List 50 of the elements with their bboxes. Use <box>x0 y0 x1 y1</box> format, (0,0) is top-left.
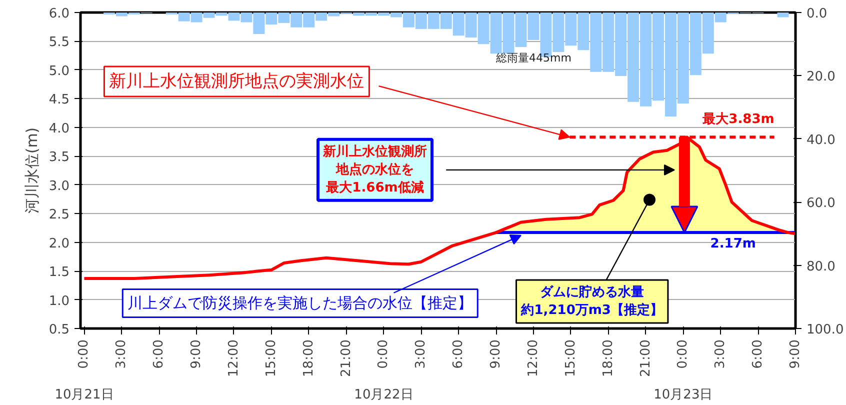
y-tick-label: 2.0 <box>48 236 70 252</box>
x-tick-label: 6:00 <box>451 339 466 369</box>
x-tick-label: 9:00 <box>189 339 204 369</box>
y-tick-label: 5.5 <box>48 35 70 50</box>
y2-tick-label: 20.0 <box>806 70 836 85</box>
y-tick-label: 4.5 <box>48 92 70 108</box>
x-tick-label: 3:00 <box>414 339 429 369</box>
annotation: 最大3.83m <box>702 112 774 127</box>
text: 10月23日 <box>654 388 713 402</box>
x-tick-label: 3:00 <box>713 339 728 369</box>
y2-tick-label: 100.0 <box>806 322 844 338</box>
y-tick-label: 5.0 <box>48 64 70 79</box>
x-tick-label: 21:00 <box>338 339 354 377</box>
y-tick-label: 3.0 <box>48 178 70 194</box>
annotation: 2.17m <box>710 236 756 252</box>
y-tick-label: 4.0 <box>48 121 70 136</box>
text: 10月21日 <box>54 388 114 402</box>
y2-tick-label: 40.0 <box>806 132 836 148</box>
y-tick-label: 3.5 <box>48 150 70 166</box>
x-tick-label: 9:00 <box>788 339 803 369</box>
y-tick-label: 2.5 <box>48 208 70 223</box>
x-tick-label: 12:00 <box>226 339 242 377</box>
x-tick-label: 15:00 <box>563 339 578 377</box>
y-tick-label: 6.0 <box>48 6 70 22</box>
y2-tick-label: 60.0 <box>806 196 836 212</box>
x-tick-label: 18:00 <box>600 339 616 377</box>
annotation: ダムに貯める水量約1,210万m3【推定】 <box>520 284 663 318</box>
annotation: 川上ダムで防災操作を実施した場合の水位【推定】 <box>128 294 473 312</box>
annotation: 新川上水位観測所地点の実測水位 <box>109 71 364 92</box>
y-axis-title: 河川水位(m) <box>22 127 41 214</box>
x-tick-label: 6:00 <box>152 339 167 369</box>
x-tick-label: 15:00 <box>264 339 279 377</box>
x-tick-label: 3:00 <box>114 339 130 369</box>
y2-tick-label: 80.0 <box>806 259 836 274</box>
y-tick-label: 0.5 <box>48 322 70 338</box>
x-tick-label: 0:00 <box>676 339 691 369</box>
annotation: 新川上水位観測所地点の水位を最大1.66m低減 <box>322 143 427 196</box>
x-tick-label: 6:00 <box>750 339 766 369</box>
annotation: 総雨量445mm <box>495 51 572 64</box>
x-tick-label: 9:00 <box>488 339 504 369</box>
y-tick-label: 1.0 <box>48 294 70 309</box>
x-tick-label: 0:00 <box>76 339 92 369</box>
bar <box>777 12 789 18</box>
x-tick-label: 12:00 <box>526 339 541 377</box>
x-tick-label: 18:00 <box>301 339 316 377</box>
x-tick-label: 0:00 <box>376 339 392 369</box>
x-tick-label: 21:00 <box>638 339 654 377</box>
y-tick-label: 1.5 <box>48 265 70 280</box>
y2-tick-label: 0.0 <box>806 6 828 22</box>
text: 10月22日 <box>354 388 414 402</box>
